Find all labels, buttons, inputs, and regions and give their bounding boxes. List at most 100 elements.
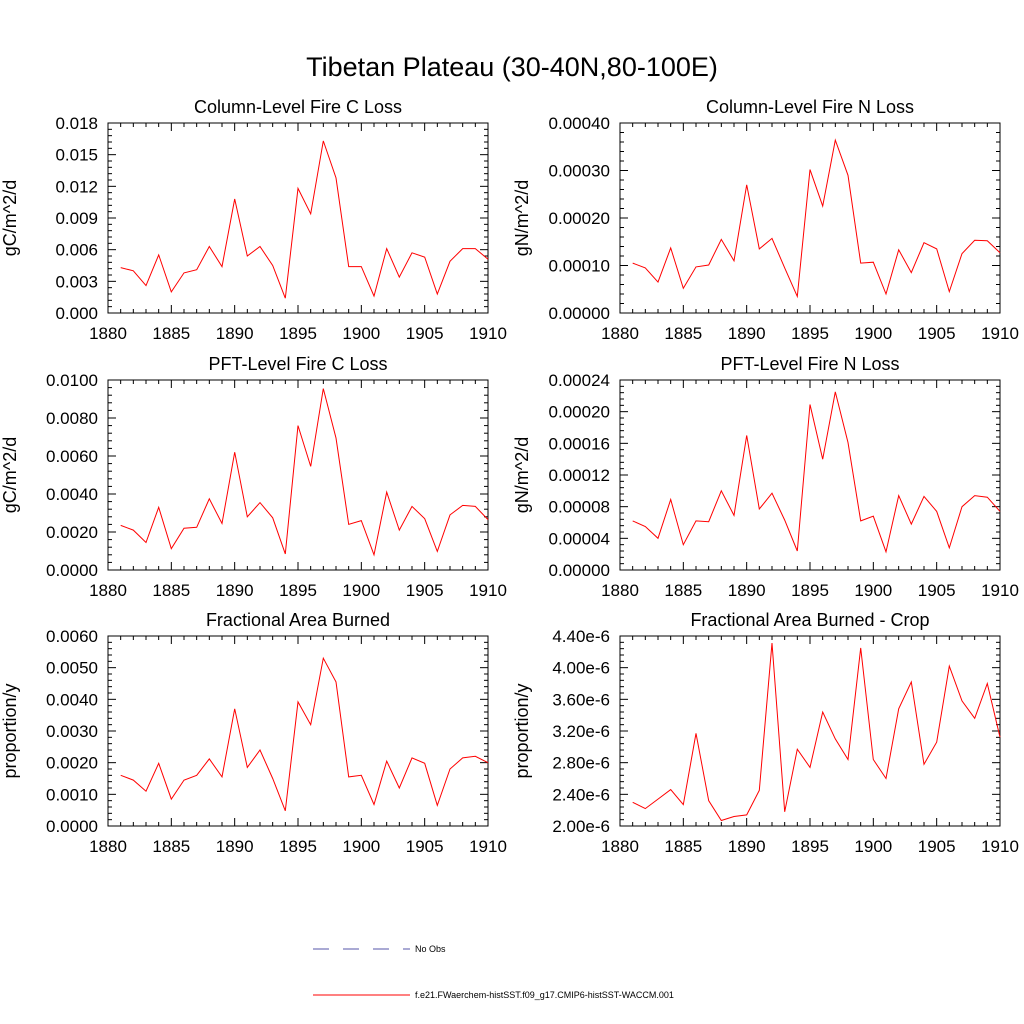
plot-frame: [107, 122, 489, 314]
x-tick-label: 1905: [406, 581, 444, 600]
legend-label: No Obs: [415, 944, 446, 954]
x-tick-label: 1890: [728, 837, 766, 856]
y-tick-label: 0.00024: [549, 371, 610, 390]
y-tick-label: 0.00010: [549, 257, 610, 276]
y-tick-label: 0.00000: [549, 304, 610, 323]
x-tick-label: 1905: [918, 581, 956, 600]
panel-title: PFT-Level Fire C Loss: [208, 354, 387, 374]
y-axis-label: gC/m^2/d: [0, 437, 20, 513]
x-tick-label: 1895: [791, 324, 829, 343]
y-tick-label: 0.00016: [549, 434, 610, 453]
series-line: [120, 656, 489, 811]
panel-title: PFT-Level Fire N Loss: [720, 354, 899, 374]
y-tick-label: 0.00000: [549, 561, 610, 580]
x-tick-label: 1900: [342, 581, 380, 600]
panel-title: Column-Level Fire C Loss: [194, 97, 402, 117]
y-tick-label: 0.000: [55, 304, 98, 323]
x-tick-label: 1895: [279, 581, 317, 600]
y-tick-label: 0.0050: [46, 659, 98, 678]
y-tick-label: 0.0020: [46, 523, 98, 542]
y-tick-label: 0.009: [55, 209, 98, 228]
x-tick-label: 1895: [791, 837, 829, 856]
x-tick-label: 1910: [469, 837, 507, 856]
x-tick-label: 1885: [664, 837, 702, 856]
y-tick-label: 0.00020: [549, 209, 610, 228]
plot-frame: [107, 635, 489, 827]
y-tick-label: 2.00e-6: [552, 817, 610, 836]
series-line: [120, 388, 489, 557]
legend-label: f.e21.FWaerchem-histSST.f09_g17.CMIP6-hi…: [415, 990, 674, 1000]
x-tick-label: 1890: [728, 324, 766, 343]
series-line: [632, 391, 1001, 554]
x-tick-label: 1880: [601, 837, 639, 856]
panel-pft-level-fire-c-loss: 1880 1885 1890 1895 1900 1905 1910 0.0000 0.0020…: [0, 354, 507, 600]
y-tick-label: 0.00004: [549, 529, 610, 548]
x-tick-label: 1880: [89, 837, 127, 856]
x-tick-label: 1890: [216, 581, 254, 600]
y-axis-label: gN/m^2/d: [512, 180, 532, 256]
y-tick-label: 0.003: [55, 272, 98, 291]
y-tick-label: 2.80e-6: [552, 754, 610, 773]
x-tick-label: 1895: [279, 324, 317, 343]
y-tick-label: 0.006: [55, 241, 98, 260]
panel-title: Fractional Area Burned: [206, 610, 390, 630]
x-tick-label: 1905: [918, 324, 956, 343]
y-tick-label: 4.40e-6: [552, 627, 610, 646]
x-tick-label: 1895: [279, 837, 317, 856]
x-tick-label: 1895: [791, 581, 829, 600]
x-tick-label: 1905: [918, 837, 956, 856]
x-tick-label: 1885: [152, 837, 190, 856]
y-tick-label: 0.0100: [46, 371, 98, 390]
y-axis-label: gC/m^2/d: [0, 180, 20, 256]
y-tick-label: 0.0000: [46, 561, 98, 580]
y-tick-label: 0.0040: [46, 485, 98, 504]
y-axis-label: proportion/y: [512, 683, 532, 778]
y-tick-label: 0.00008: [549, 498, 610, 517]
panel-title: Fractional Area Burned - Crop: [690, 610, 929, 630]
x-tick-label: 1885: [152, 581, 190, 600]
panel-column-level-fire-n-loss: 1880 1885 1890 1895 1900 1905 1910 0.00000 0.000…: [512, 97, 1019, 343]
y-tick-label: 0.0030: [46, 722, 98, 741]
x-tick-label: 1900: [342, 837, 380, 856]
y-tick-label: 2.40e-6: [552, 785, 610, 804]
y-tick-label: 0.0060: [46, 627, 98, 646]
x-tick-label: 1885: [664, 581, 702, 600]
plot-frame: [107, 379, 489, 571]
x-tick-label: 1900: [854, 324, 892, 343]
y-tick-label: 0.018: [55, 114, 98, 133]
y-tick-label: 0.012: [55, 177, 98, 196]
y-tick-label: 0.0000: [46, 817, 98, 836]
y-axis-label: proportion/y: [0, 683, 20, 778]
panel-column-level-fire-c-loss: 1880 1885 1890 1895 1900 1905 1910 0.000 0.003 0.…: [0, 97, 507, 343]
x-tick-label: 1880: [89, 581, 127, 600]
x-tick-label: 1910: [981, 581, 1019, 600]
series-line: [632, 138, 1001, 299]
x-tick-label: 1900: [854, 837, 892, 856]
y-tick-label: 0.0010: [46, 785, 98, 804]
series-line: [632, 643, 1001, 822]
plot-frame: [619, 122, 1001, 314]
y-tick-label: 0.0040: [46, 690, 98, 709]
panels-container: 1880 1885 1890 1895 1900 1905 1910 0.000 0.003 0.…: [0, 97, 1019, 856]
y-tick-label: 3.60e-6: [552, 690, 610, 709]
x-tick-label: 1910: [981, 324, 1019, 343]
x-tick-label: 1900: [342, 324, 380, 343]
x-tick-label: 1880: [89, 324, 127, 343]
x-tick-label: 1885: [152, 324, 190, 343]
legend: No Obs f.e21.FWaerchem-histSST.f09_g17.CM…: [313, 944, 674, 1000]
panel-pft-level-fire-n-loss: 1880 1885 1890 1895 1900 1905 1910 0.00000 0.000…: [512, 354, 1019, 600]
x-tick-label: 1885: [664, 324, 702, 343]
y-tick-label: 0.0020: [46, 754, 98, 773]
x-tick-label: 1910: [981, 837, 1019, 856]
x-tick-label: 1910: [469, 581, 507, 600]
x-tick-label: 1890: [216, 837, 254, 856]
x-tick-label: 1910: [469, 324, 507, 343]
panel-fractional-area-burned-crop: 1880 1885 1890 1895 1900 1905 1910 2.00e-6 2.40e…: [512, 610, 1019, 856]
x-tick-label: 1890: [728, 581, 766, 600]
y-tick-label: 0.0080: [46, 409, 98, 428]
x-tick-label: 1880: [601, 581, 639, 600]
y-tick-label: 0.00020: [549, 403, 610, 422]
panel-fractional-area-burned: 1880 1885 1890 1895 1900 1905 1910 0.0000 0.0010…: [0, 610, 507, 856]
x-tick-label: 1900: [854, 581, 892, 600]
